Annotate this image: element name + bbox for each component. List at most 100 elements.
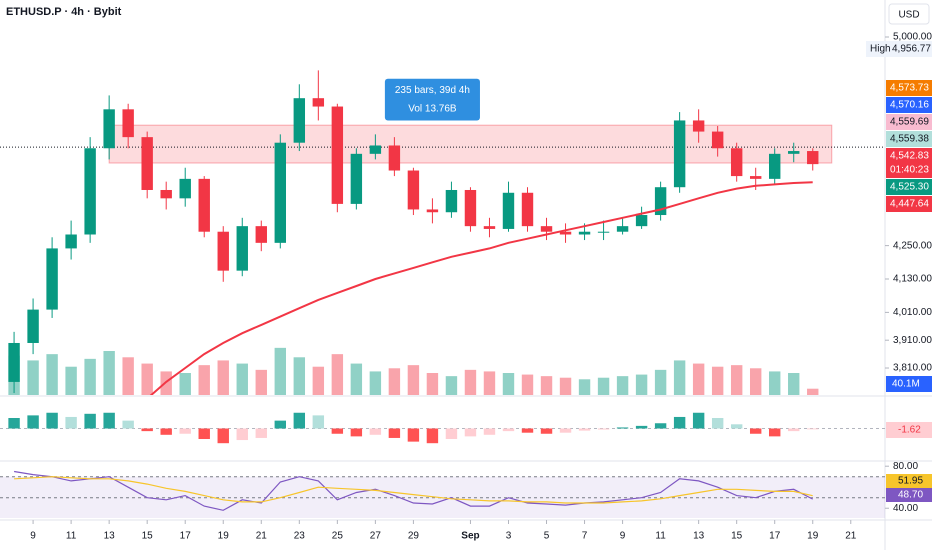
candle-body [84, 148, 96, 235]
x-tick-label: 27 [370, 531, 382, 542]
volume-bar [293, 357, 306, 395]
x-tick-label: 19 [218, 531, 230, 542]
x-tick-label: 21 [256, 531, 268, 542]
candle-body [122, 109, 134, 138]
y-tick-label: 80.00 [893, 461, 918, 472]
candle-body [445, 189, 458, 213]
volume-bar [350, 363, 363, 395]
x-tick-label: 23 [294, 531, 306, 542]
candle-body [407, 170, 420, 210]
volume-bar [540, 376, 553, 395]
macd-bar [27, 415, 39, 429]
x-tick-label: 25 [332, 531, 344, 542]
price-pane [0, 70, 885, 395]
x-tick-label: 21 [845, 531, 857, 542]
macd-bar [769, 428, 781, 437]
candle-body [616, 226, 629, 232]
volume-bar [749, 368, 762, 395]
x-tick-label: 11 [655, 531, 666, 542]
macd-bar [103, 412, 115, 429]
macd-bar [255, 428, 267, 438]
price-tag [886, 114, 932, 130]
macd-bar [426, 428, 439, 444]
x-tick-label: Sep [461, 531, 479, 542]
countdown: 01:40:23 [890, 165, 929, 176]
volume-bar [788, 373, 800, 395]
macd-bar [502, 428, 515, 432]
candle-body [521, 192, 534, 227]
price-tag-label: 4,559.38 [890, 134, 929, 145]
volume-bar [312, 366, 325, 395]
measure-bars: 235 bars, 39d 4h [395, 85, 470, 96]
rsi-line [14, 476, 813, 504]
candle-body [807, 151, 819, 165]
candle-body [331, 106, 344, 204]
y-tick-label: 4,250.00 [893, 240, 932, 251]
volume-tag-label: 40.1M [892, 379, 920, 390]
volume-bar [483, 371, 496, 395]
candle-body [65, 234, 77, 249]
price-tag-label: 4,447.64 [890, 199, 929, 210]
volume-bar [445, 376, 458, 395]
macd-bar [464, 428, 477, 437]
volume-bar [521, 374, 534, 395]
volume-bar [331, 354, 344, 395]
candle-body [711, 131, 724, 149]
price-tag [886, 179, 932, 195]
high-value: 4,956.77 [892, 44, 931, 55]
volume-bar [711, 366, 724, 395]
macd-bar [84, 413, 96, 429]
macd-bar [46, 412, 58, 429]
macd-bar [312, 415, 325, 429]
rsi-line [14, 470, 813, 511]
volume-bar [84, 358, 96, 395]
measure-volume: Vol 13.76B [408, 103, 457, 114]
price-tag-label: 4,570.16 [890, 100, 929, 111]
candle-body [692, 120, 705, 132]
currency: USD [898, 10, 919, 21]
x-tick-label: 3 [506, 531, 512, 542]
price-tag [886, 196, 932, 212]
candle-body [483, 226, 496, 229]
y-tick-label: 4,010.00 [893, 307, 932, 318]
macd-bar [445, 428, 458, 439]
macd-bar [597, 428, 610, 430]
y-tick-label: 3,810.00 [893, 363, 932, 374]
volume-bar [141, 363, 153, 395]
volume-bar [464, 369, 477, 395]
candle-body [312, 98, 325, 107]
price-tag [886, 131, 932, 147]
candle-body [730, 148, 743, 177]
candle-body [635, 215, 648, 227]
volume-bar [407, 365, 420, 395]
x-tick-label: 9 [30, 531, 36, 542]
volume-bar [198, 365, 210, 395]
currency-box[interactable] [888, 3, 930, 25]
candle-body [464, 189, 477, 227]
overlay: 235 bars, 39d 4h Vol 13.76B [384, 78, 480, 121]
y-tick-label: 3,910.00 [893, 335, 932, 346]
macd-bar [217, 428, 229, 444]
candle-body [8, 342, 20, 382]
price-tag-label: 4,542.83 [890, 151, 929, 162]
volume-bar [769, 371, 781, 395]
x-tick-label: 9 [620, 531, 626, 542]
candle-body [236, 226, 248, 271]
volume-bar [426, 373, 439, 395]
volume-bar [65, 366, 77, 395]
measure-box [384, 78, 480, 121]
macd-bar [236, 428, 248, 441]
macd-bar [388, 428, 401, 438]
volume-bar [369, 371, 382, 395]
x-tick-label: 19 [807, 531, 819, 542]
candle-body [27, 309, 39, 343]
macd-bar [521, 428, 534, 433]
macd-bar [141, 428, 153, 432]
macd-bar [198, 428, 210, 439]
volume-bar [597, 377, 610, 395]
candle-body [673, 120, 686, 188]
rsi-tag [886, 474, 932, 488]
candle-body [103, 109, 115, 149]
high-box [866, 41, 932, 58]
volume-bar [502, 373, 515, 395]
